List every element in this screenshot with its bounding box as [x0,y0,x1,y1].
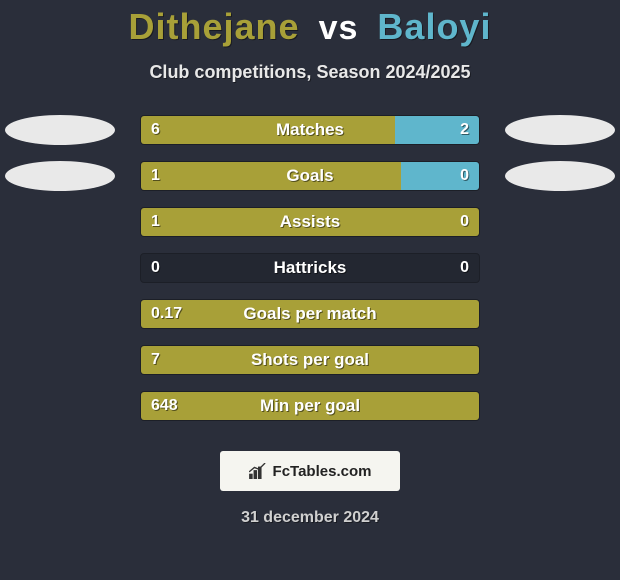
player1-fill [141,392,479,420]
player2-oval [505,161,615,191]
stat-row: Shots per goal7 [0,339,620,385]
stat-label: Hattricks [141,254,479,282]
stat-row: Matches62 [0,109,620,155]
stat-row: Goals10 [0,155,620,201]
stat-track: Goals per match0.17 [140,299,480,329]
player1-fill [141,116,395,144]
player2-fill [401,162,479,190]
vs-label: vs [311,9,367,47]
stat-bars: Matches62 Goals10 Assists10 Hattricks0 0 Goal… [0,109,620,431]
stat-track: Min per goal648 [140,391,480,421]
player1-fill [141,208,479,236]
stat-track: Assists10 [140,207,480,237]
player1-fill [141,346,479,374]
stat-row: Min per goal648 [0,385,620,431]
chart-icon [249,463,267,479]
player1-value: 0 [141,254,170,282]
player2-fill [395,116,480,144]
stat-track: Goals10 [140,161,480,191]
player2-value: 0 [450,254,479,282]
player1-fill [141,300,479,328]
stat-track: Shots per goal7 [140,345,480,375]
player2-oval [505,115,615,145]
player2-name: Baloyi [377,6,491,47]
player1-oval [5,161,115,191]
logo-text: FcTables.com [273,463,372,480]
player1-fill [141,162,401,190]
comparison-title: Dithejane vs Baloyi [0,0,620,48]
stat-row: Goals per match0.17 [0,293,620,339]
subtitle: Club competitions, Season 2024/2025 [0,62,620,83]
player1-oval [5,115,115,145]
fctables-logo: FcTables.com [220,451,400,491]
stat-row: Hattricks0 0 [0,247,620,293]
date-label: 31 december 2024 [0,509,620,527]
player1-name: Dithejane [129,6,300,47]
stat-row: Assists10 [0,201,620,247]
stat-track: Matches62 [140,115,480,145]
stat-track: Hattricks0 0 [140,253,480,283]
